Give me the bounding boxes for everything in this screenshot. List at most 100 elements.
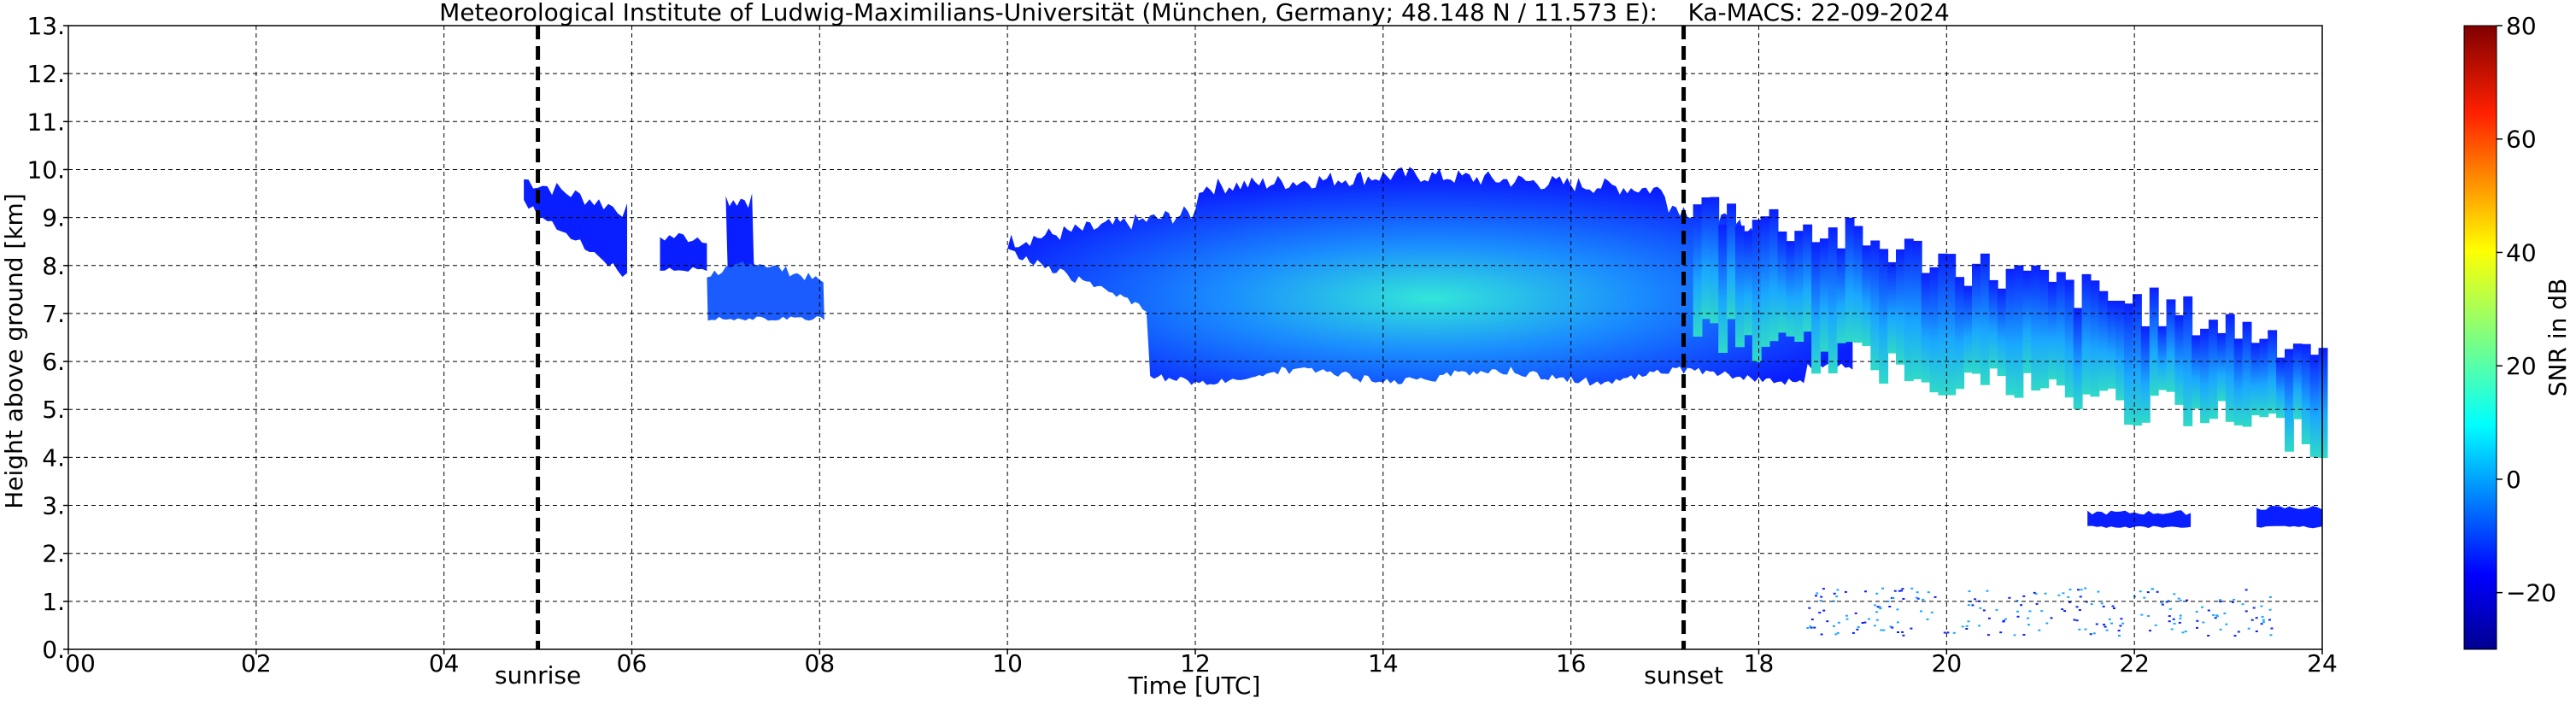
clutter-point	[1875, 619, 1879, 621]
clutter-point	[2147, 615, 2151, 617]
clutter-point	[2154, 624, 2157, 626]
clutter-point	[2078, 609, 2081, 611]
clutter-point	[2080, 589, 2083, 591]
clutter-point	[2207, 635, 2210, 637]
clutter-point	[1863, 621, 1867, 624]
clutter-point	[2118, 635, 2121, 637]
clutter-point	[2143, 596, 2146, 599]
clutter-point	[1926, 618, 1929, 620]
y-tick-label: 11.	[26, 108, 65, 136]
echo-streak	[2073, 308, 2083, 410]
clutter-point	[2050, 617, 2053, 619]
echo-streak	[1735, 226, 1745, 348]
clutter-point	[1979, 607, 1982, 609]
echo-streak	[1693, 204, 1703, 337]
echo-streak	[1929, 267, 1939, 393]
clutter-point	[2219, 628, 2222, 631]
clutter-point	[2184, 631, 2187, 633]
clutter-point	[2219, 599, 2222, 601]
echo-streak	[2166, 299, 2176, 392]
clutter-point	[2068, 601, 2072, 603]
echo-streak	[1769, 208, 1779, 342]
echo-streak	[1862, 245, 1872, 346]
clutter-point	[1820, 595, 1823, 598]
clutter-point	[2020, 604, 2023, 607]
clutter-point	[2252, 607, 2256, 609]
echo-streak	[1912, 240, 1922, 379]
clutter-point	[1920, 610, 1922, 613]
clutter-point	[1857, 625, 1860, 628]
clutter-point	[1888, 606, 1892, 607]
echo-region	[660, 232, 707, 272]
clutter-point	[1875, 611, 1878, 613]
clutter-point	[1875, 592, 1879, 595]
x-tick-label: 12	[1180, 649, 1211, 678]
clutter-point	[2231, 601, 2234, 603]
clutter-point	[2196, 626, 2198, 629]
clutter-point	[2085, 601, 2088, 603]
clutter-point	[2237, 631, 2240, 633]
clutter-point	[2044, 592, 2047, 595]
echo-streak	[2174, 314, 2185, 405]
x-tick-label: 16	[1556, 649, 1587, 678]
echo-streak	[2292, 343, 2303, 419]
echo-streak	[2157, 326, 2168, 390]
x-tick-label: 06	[617, 649, 648, 678]
echo-streak	[1727, 203, 1736, 320]
clutter-point	[2167, 600, 2170, 602]
clutter-point	[2250, 619, 2254, 621]
clutter-point	[2161, 603, 2164, 606]
y-tick-labels: 0. 1. 2. 3. 4. 5. 6. 7. 8. 9. 10. 11. 12. 13.	[26, 12, 68, 664]
clutter-point	[1864, 590, 1867, 593]
echo-streak	[1760, 216, 1770, 347]
echo-streak	[2048, 281, 2057, 380]
echo-streak	[2301, 343, 2311, 444]
clutter-point	[1845, 618, 1849, 620]
clutter-point	[2170, 628, 2174, 631]
clutter-point	[1810, 619, 1814, 620]
clutter-point	[2255, 617, 2258, 619]
clutter-point	[1952, 631, 1956, 634]
clutter-point	[1915, 596, 1918, 599]
clutter-point	[2095, 623, 2098, 625]
echo-streak	[2133, 294, 2142, 426]
clutter-point	[1987, 617, 1991, 619]
echo-streak	[2005, 268, 2016, 396]
y-tick-label: 7.	[42, 300, 65, 328]
clutter-point	[1893, 590, 1897, 592]
clutter-point	[2067, 595, 2070, 598]
clutter-point	[1861, 622, 1864, 624]
clutter-point	[1856, 628, 1859, 631]
clutter-point	[2102, 605, 2105, 607]
clutter-point	[1902, 598, 1905, 600]
x-tick-label: 02	[241, 649, 272, 678]
clutter-point	[1910, 627, 1913, 630]
clutter-point	[2119, 625, 2122, 627]
clutter-point	[1930, 611, 1933, 613]
echo-streak	[2225, 314, 2235, 422]
clutter-point	[2181, 631, 2185, 634]
echo-streak	[1777, 232, 1787, 333]
clutter-point	[2077, 589, 2080, 591]
clutter-point	[2214, 617, 2217, 619]
echo-region	[2087, 510, 2192, 529]
clutter-point	[1832, 600, 1835, 602]
clutter-point	[1819, 600, 1822, 602]
clutter-point	[2078, 628, 2081, 631]
clutter-point	[2097, 590, 2100, 593]
echo-streak	[1980, 253, 1990, 385]
echo-streak	[1710, 197, 1720, 324]
x-tick-label: 00	[65, 649, 96, 678]
clutter-point	[1910, 587, 1914, 590]
echo-streak	[2242, 321, 2252, 427]
clutter-point	[2111, 605, 2115, 607]
clutter-point	[1892, 597, 1895, 599]
x-tick-label: 08	[805, 649, 836, 678]
echo-streak	[1811, 242, 1821, 374]
clutter-point	[1836, 631, 1840, 634]
clutter-point	[1891, 626, 1894, 629]
echo-streak	[2209, 320, 2218, 419]
clutter-point	[1974, 598, 1977, 601]
clutter-point	[1879, 607, 1882, 610]
clutter-point	[2177, 597, 2180, 600]
